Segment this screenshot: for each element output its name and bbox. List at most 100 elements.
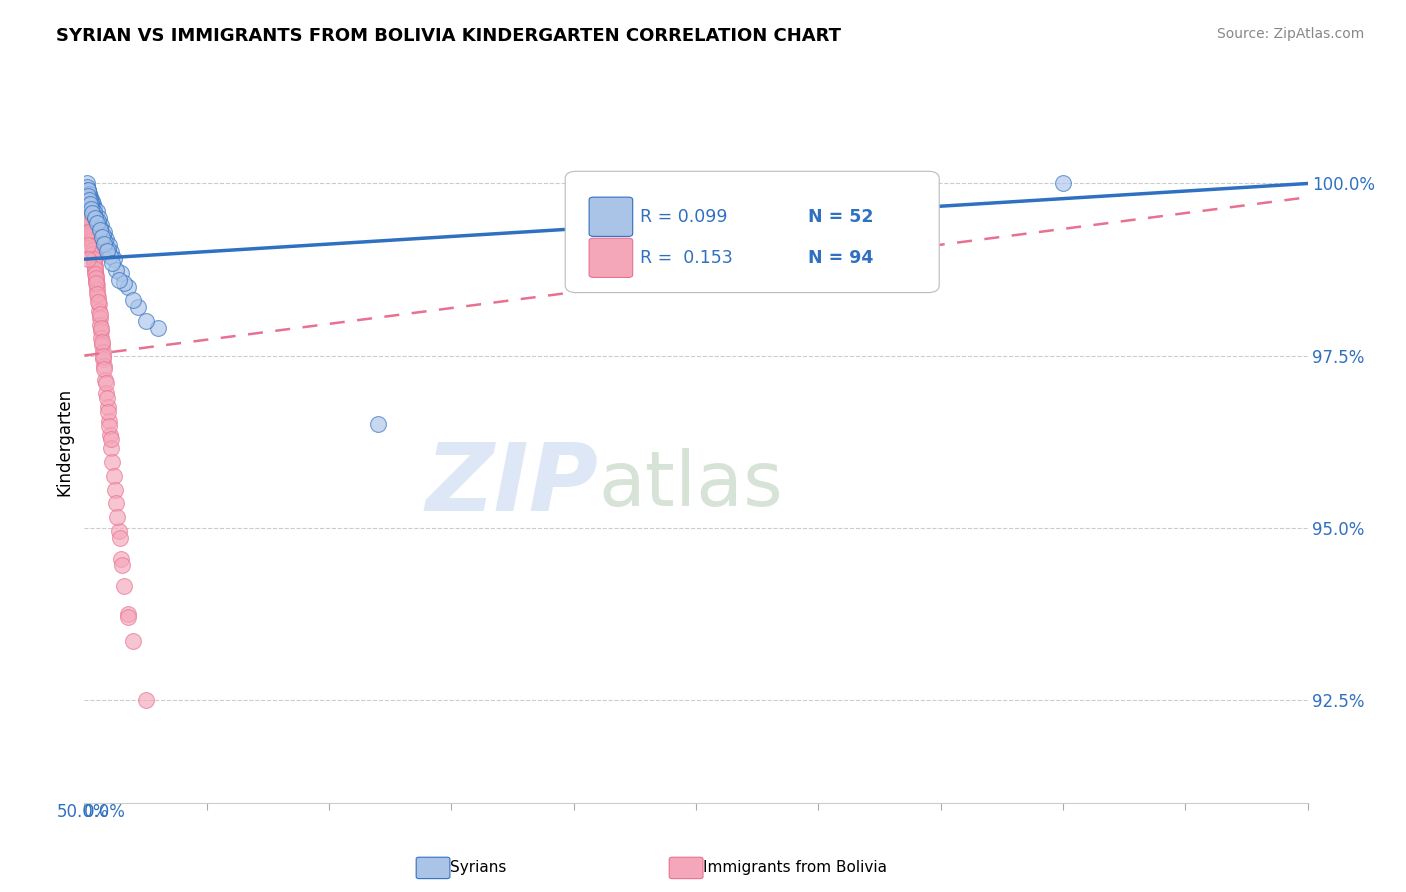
Point [96, 231, 118, 245]
Point [101, 255, 124, 269]
Point [83, 201, 105, 215]
Point [112, 277, 135, 291]
Point [89, 310, 111, 325]
Point [80, 202, 103, 216]
Point [97, 238, 120, 252]
Point [80, 195, 103, 210]
Point [86, 286, 108, 301]
Point [100, 442, 122, 456]
Point [83, 211, 105, 225]
Point [146, 321, 169, 335]
Point [97, 405, 120, 419]
Point [89, 318, 111, 332]
Point [367, 417, 389, 432]
Text: N = 52: N = 52 [808, 208, 875, 226]
Point [93, 225, 115, 239]
Point [103, 469, 125, 483]
Text: ZIP: ZIP [425, 439, 598, 531]
Point [82, 243, 104, 257]
Point [96, 386, 118, 401]
Point [96, 391, 118, 405]
Point [89, 221, 111, 235]
Point [77, 186, 100, 201]
Point [77, 238, 100, 252]
Point [77, 201, 100, 215]
Point [100, 433, 122, 447]
Point [110, 266, 132, 280]
Text: SYRIAN VS IMMIGRANTS FROM BOLIVIA KINDERGARTEN CORRELATION CHART: SYRIAN VS IMMIGRANTS FROM BOLIVIA KINDER… [56, 27, 841, 45]
Point [83, 261, 105, 276]
Point [77, 204, 100, 219]
Point [87, 211, 110, 225]
Point [93, 237, 115, 252]
Point [117, 607, 139, 621]
Point [122, 634, 145, 648]
Point [80, 194, 103, 208]
Text: Syrians: Syrians [450, 861, 506, 875]
Point [104, 483, 127, 497]
Point [82, 206, 104, 220]
Point [117, 279, 139, 293]
Point [80, 233, 103, 247]
Text: R =  0.153: R = 0.153 [640, 249, 733, 267]
Point [77, 186, 100, 201]
Point [84, 271, 107, 285]
Point [96, 244, 118, 258]
Point [80, 222, 103, 236]
Point [75, 186, 97, 201]
Point [86, 277, 108, 291]
Point [82, 197, 104, 211]
Point [87, 294, 110, 309]
Point [89, 307, 111, 321]
Point [89, 223, 111, 237]
Point [82, 244, 104, 259]
Point [84, 273, 107, 287]
Point [82, 201, 104, 215]
Point [76, 195, 98, 210]
Point [91, 228, 114, 243]
Point [83, 257, 105, 271]
Point [93, 351, 115, 366]
Point [94, 376, 117, 390]
Point [82, 237, 104, 252]
Point [79, 216, 101, 230]
Text: N = 94: N = 94 [808, 249, 873, 267]
Point [91, 334, 114, 349]
Point [75, 183, 97, 197]
Point [77, 225, 100, 239]
Point [100, 245, 122, 260]
Point [1052, 177, 1074, 191]
Point [97, 242, 120, 256]
Point [90, 331, 112, 345]
Point [84, 264, 107, 278]
Point [87, 303, 110, 318]
Text: Immigrants from Bolivia: Immigrants from Bolivia [703, 861, 887, 875]
Point [76, 190, 98, 204]
Point [87, 297, 110, 311]
Point [86, 283, 108, 297]
Point [82, 247, 104, 261]
Point [107, 273, 129, 287]
Point [127, 301, 149, 315]
Point [94, 373, 117, 387]
Point [98, 249, 121, 263]
Point [87, 290, 110, 304]
Point [76, 177, 98, 191]
Point [80, 230, 103, 244]
Text: 0.0%: 0.0% [84, 803, 127, 821]
Point [84, 268, 107, 283]
Point [105, 496, 128, 510]
Point [90, 321, 112, 335]
Point [83, 252, 105, 267]
Text: Source: ZipAtlas.com: Source: ZipAtlas.com [1216, 27, 1364, 41]
Point [77, 183, 100, 197]
Point [83, 249, 105, 263]
Point [80, 228, 103, 243]
Point [77, 210, 100, 224]
Point [90, 218, 112, 232]
Point [108, 531, 131, 545]
Point [105, 262, 128, 277]
Point [103, 252, 125, 267]
Point [97, 414, 120, 428]
Point [83, 254, 105, 268]
